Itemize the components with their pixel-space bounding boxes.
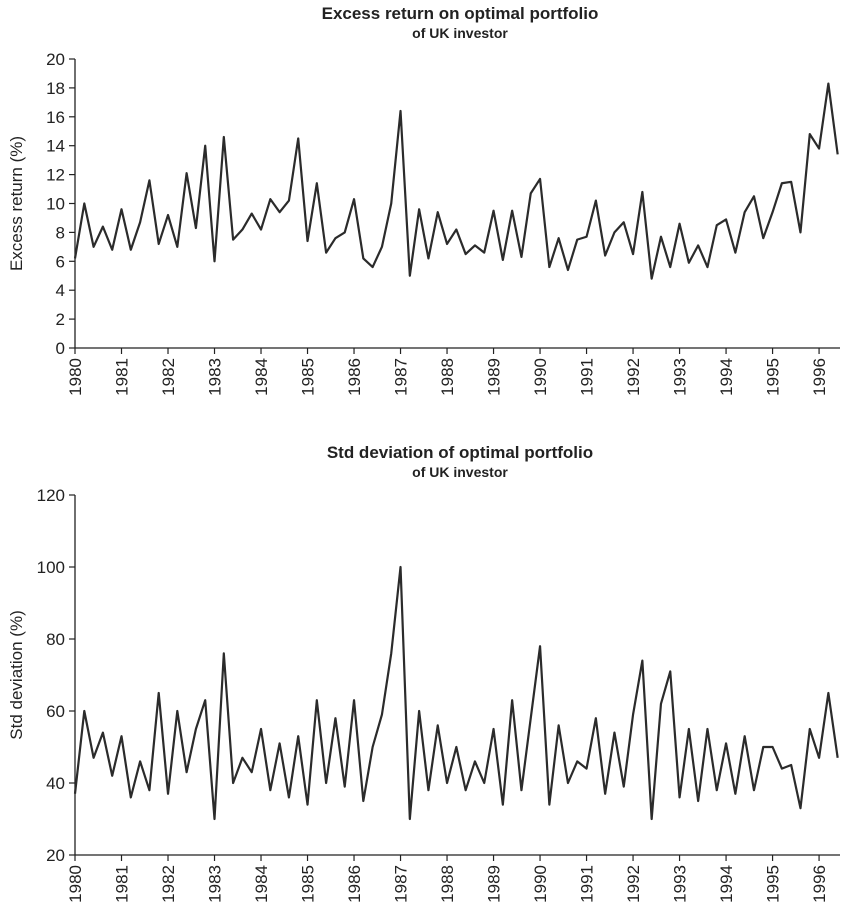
chart-subtitle: of UK investor [412, 25, 508, 41]
x-tick-label: 1982 [159, 865, 178, 903]
x-tick-label: 1996 [810, 865, 829, 903]
x-tick-label: 1994 [717, 358, 736, 396]
x-tick-label: 1995 [764, 865, 783, 903]
y-tick-label: 8 [56, 223, 65, 242]
x-tick-label: 1995 [764, 358, 783, 396]
y-tick-label: 18 [46, 79, 65, 98]
x-tick-label: 1985 [299, 865, 318, 903]
x-tick-label: 1992 [624, 865, 643, 903]
chart-subtitle: of UK investor [412, 464, 508, 480]
x-tick-label: 1984 [252, 865, 271, 903]
x-tick-label: 1992 [624, 358, 643, 396]
x-tick-label: 1990 [531, 865, 550, 903]
x-tick-label: 1985 [299, 358, 318, 396]
x-tick-label: 1983 [206, 358, 225, 396]
x-tick-label: 1989 [485, 358, 504, 396]
y-tick-label: 120 [37, 486, 65, 505]
x-tick-label: 1980 [66, 865, 85, 903]
y-tick-label: 100 [37, 558, 65, 577]
x-tick-label: 1982 [159, 358, 178, 396]
x-tick-label: 1988 [438, 358, 457, 396]
x-tick-label: 1986 [345, 358, 364, 396]
x-tick-label: 1993 [671, 358, 690, 396]
y-tick-label: 10 [46, 195, 65, 214]
x-tick-label: 1994 [717, 865, 736, 903]
y-axis-label: Std deviation (%) [7, 610, 26, 739]
x-tick-label: 1986 [345, 865, 364, 903]
y-tick-label: 0 [56, 339, 65, 358]
y-tick-label: 40 [46, 774, 65, 793]
y-axis-label: Excess return (%) [7, 136, 26, 271]
y-tick-label: 14 [46, 137, 65, 156]
x-tick-label: 1980 [66, 358, 85, 396]
x-tick-label: 1987 [392, 358, 411, 396]
data-line [73, 82, 839, 280]
chart-title: Excess return on optimal portfolio [322, 4, 599, 23]
y-tick-label: 16 [46, 108, 65, 127]
x-tick-label: 1993 [671, 865, 690, 903]
data-line [73, 565, 839, 821]
x-tick-label: 1981 [113, 865, 132, 903]
y-tick-label: 12 [46, 166, 65, 185]
y-tick-label: 4 [56, 281, 65, 300]
x-tick-label: 1984 [252, 358, 271, 396]
x-tick-label: 1996 [810, 358, 829, 396]
y-tick-label: 80 [46, 630, 65, 649]
x-tick-label: 1988 [438, 865, 457, 903]
x-tick-label: 1983 [206, 865, 225, 903]
y-tick-label: 20 [46, 50, 65, 69]
x-tick-label: 1990 [531, 358, 550, 396]
chart-title: Std deviation of optimal portfolio [327, 443, 593, 462]
y-tick-label: 2 [56, 310, 65, 329]
x-tick-label: 1989 [485, 865, 504, 903]
y-tick-label: 20 [46, 846, 65, 865]
x-tick-label: 1991 [578, 358, 597, 396]
x-tick-label: 1981 [113, 358, 132, 396]
y-tick-label: 6 [56, 252, 65, 271]
x-tick-label: 1991 [578, 865, 597, 903]
x-tick-label: 1987 [392, 865, 411, 903]
y-tick-label: 60 [46, 702, 65, 721]
